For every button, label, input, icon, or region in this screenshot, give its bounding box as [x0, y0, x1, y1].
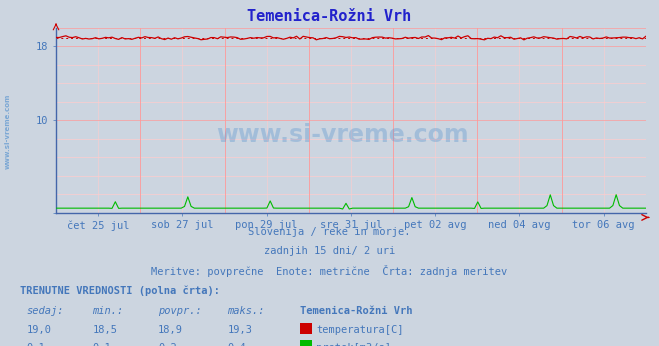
Text: maks.:: maks.: — [227, 306, 265, 316]
Text: min.:: min.: — [92, 306, 123, 316]
Text: Temenica-Rožni Vrh: Temenica-Rožni Vrh — [300, 306, 413, 316]
Text: sedaj:: sedaj: — [26, 306, 64, 316]
Text: www.si-vreme.com: www.si-vreme.com — [5, 94, 11, 169]
Text: Slovenija / reke in morje.: Slovenija / reke in morje. — [248, 227, 411, 237]
Text: Temenica-Rožni Vrh: Temenica-Rožni Vrh — [247, 9, 412, 24]
Text: 0,1: 0,1 — [26, 343, 45, 346]
Text: Meritve: povprečne  Enote: metrične  Črta: zadnja meritev: Meritve: povprečne Enote: metrične Črta:… — [152, 265, 507, 277]
Text: zadnjih 15 dni/ 2 uri: zadnjih 15 dni/ 2 uri — [264, 246, 395, 256]
Text: pretok[m3/s]: pretok[m3/s] — [316, 343, 391, 346]
Text: 19,3: 19,3 — [227, 325, 252, 335]
Text: 0,2: 0,2 — [158, 343, 177, 346]
Text: 0,4: 0,4 — [227, 343, 246, 346]
Text: 19,0: 19,0 — [26, 325, 51, 335]
Text: temperatura[C]: temperatura[C] — [316, 325, 404, 335]
Text: 0,1: 0,1 — [92, 343, 111, 346]
Text: povpr.:: povpr.: — [158, 306, 202, 316]
Text: TRENUTNE VREDNOSTI (polna črta):: TRENUTNE VREDNOSTI (polna črta): — [20, 285, 219, 296]
Text: www.si-vreme.com: www.si-vreme.com — [216, 123, 469, 147]
Text: 18,5: 18,5 — [92, 325, 117, 335]
Text: 18,9: 18,9 — [158, 325, 183, 335]
